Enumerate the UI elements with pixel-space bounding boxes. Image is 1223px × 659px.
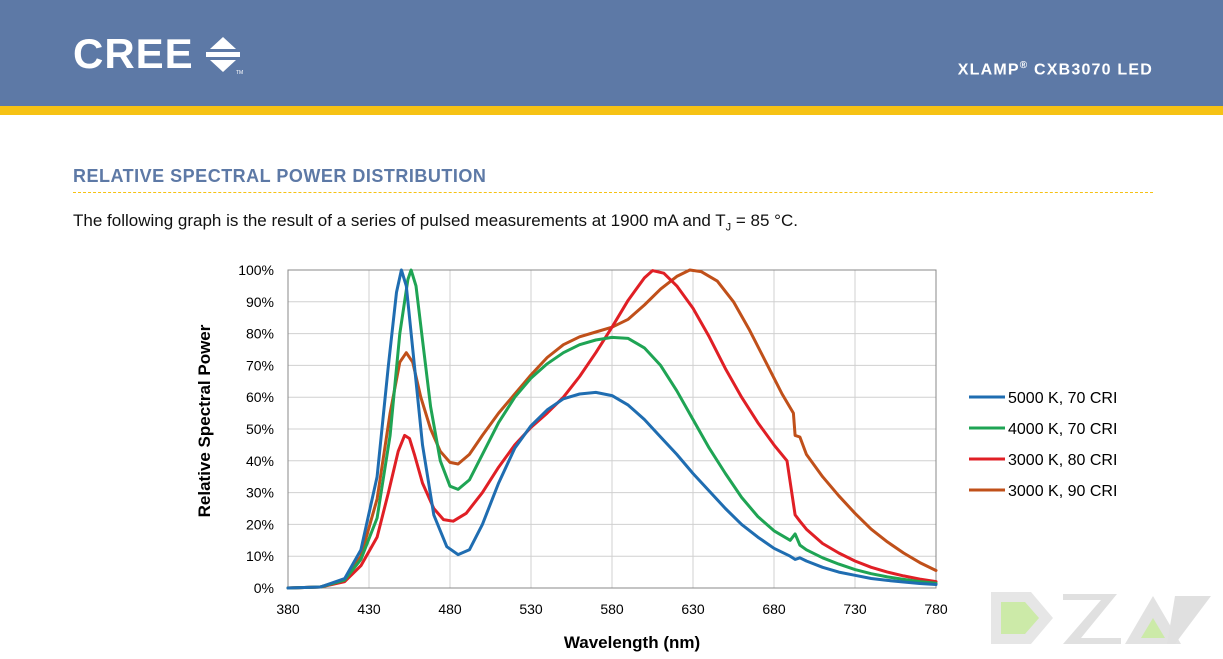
y-tick-label: 80% xyxy=(246,326,274,342)
y-tick-label: 100% xyxy=(238,262,274,278)
legend-label: 3000 K, 90 CRI xyxy=(1008,483,1117,500)
chart-description: The following graph is the result of a s… xyxy=(73,211,798,234)
x-tick-label: 780 xyxy=(924,601,948,617)
header-stripe xyxy=(0,106,1223,115)
chart-series xyxy=(286,268,938,590)
y-tick-label: 70% xyxy=(246,357,274,373)
x-tick-label: 530 xyxy=(519,601,543,617)
y-tick-label: 40% xyxy=(246,453,274,469)
chart-grid xyxy=(288,270,936,588)
series-line xyxy=(286,268,938,590)
x-tick-label: 580 xyxy=(600,601,624,617)
y-tick-label: 30% xyxy=(246,485,274,501)
x-tick-label: 680 xyxy=(762,601,786,617)
y-tick-label: 50% xyxy=(246,421,274,437)
x-tick-label: 430 xyxy=(357,601,381,617)
section-divider xyxy=(73,192,1153,193)
section-title: RELATIVE SPECTRAL POWER DISTRIBUTION xyxy=(73,166,487,186)
x-tick-label: 630 xyxy=(681,601,705,617)
header-band xyxy=(0,0,1223,106)
svg-text:TM: TM xyxy=(236,70,243,75)
y-axis-label: Relative Spectral Power xyxy=(195,324,214,517)
plot-frame xyxy=(287,269,937,589)
y-tick-label: 0% xyxy=(254,580,274,596)
chart-legend: 5000 K, 70 CRI 4000 K, 70 CRI 3000 K, 80 C… xyxy=(969,390,1117,500)
x-tick-label: 730 xyxy=(843,601,867,617)
series-line xyxy=(286,269,938,590)
logo-text: CREE xyxy=(73,30,194,77)
series-line xyxy=(286,268,938,590)
product-title: XLAMP® CXB3070 LED xyxy=(957,60,1153,79)
chart-ticks: 380 430 480 530 580 630 680 730 780 0% 10% 20% 30% 40… xyxy=(238,262,948,617)
x-tick-label: 480 xyxy=(438,601,462,617)
dz-watermark-icon xyxy=(991,592,1211,644)
legend-label: 4000 K, 70 CRI xyxy=(1008,421,1117,438)
y-tick-label: 10% xyxy=(246,548,274,564)
y-tick-label: 20% xyxy=(246,516,274,532)
x-axis-label: Wavelength (nm) xyxy=(564,633,700,652)
y-tick-label: 60% xyxy=(246,389,274,405)
y-tick-label: 90% xyxy=(246,294,274,310)
legend-label: 5000 K, 70 CRI xyxy=(1008,390,1117,407)
legend-label: 3000 K, 80 CRI xyxy=(1008,452,1117,469)
x-tick-label: 380 xyxy=(276,601,300,617)
cree-chevron-icon: TM xyxy=(205,37,243,75)
cree-logo: CREE TM xyxy=(73,32,244,76)
